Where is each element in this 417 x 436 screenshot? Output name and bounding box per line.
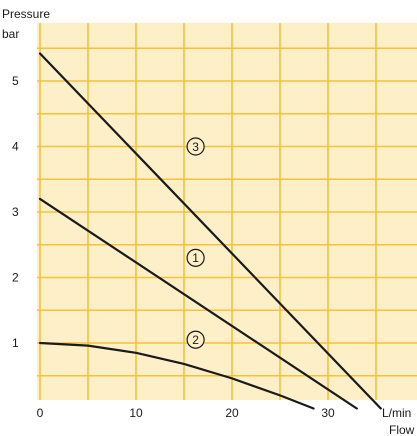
x-tick-label: 30 bbox=[321, 406, 335, 420]
grid bbox=[37, 23, 417, 400]
x-axis-unit-label: L/min bbox=[382, 406, 411, 420]
y-tick-label: 5 bbox=[12, 74, 19, 88]
series-line-2 bbox=[38, 341, 315, 410]
series-line-3 bbox=[38, 52, 382, 410]
y-tick-label: 4 bbox=[12, 140, 19, 154]
marker-circle bbox=[186, 137, 205, 156]
x-tick-label: 10 bbox=[129, 406, 143, 420]
y-tick-label: 3 bbox=[12, 205, 19, 219]
series-marker-3: 3 bbox=[186, 137, 205, 156]
y-axis-label-pressure: Pressure bbox=[2, 7, 50, 21]
series-marker-1: 1 bbox=[186, 248, 205, 267]
marker-label: 2 bbox=[192, 333, 199, 347]
series-marker-2: 2 bbox=[186, 330, 205, 349]
y-tick-label: 1 bbox=[12, 336, 19, 350]
y-axis-label-unit: bar bbox=[2, 27, 19, 41]
y-tick-labels: 1 2 3 4 5 bbox=[12, 74, 19, 350]
y-tick-label: 2 bbox=[12, 271, 19, 285]
series-line-1 bbox=[38, 197, 358, 410]
x-tick-label: 20 bbox=[225, 406, 239, 420]
series-markers: 3 1 2 bbox=[186, 137, 205, 349]
marker-circle bbox=[186, 330, 205, 349]
marker-circle bbox=[186, 248, 205, 267]
x-tick-labels: 0 10 20 30 bbox=[37, 406, 335, 420]
marker-label: 1 bbox=[192, 251, 199, 265]
x-axis-label-flow: Flow bbox=[389, 423, 415, 436]
series-lines bbox=[38, 52, 382, 410]
marker-label: 3 bbox=[192, 140, 199, 154]
x-tick-label: 0 bbox=[37, 406, 44, 420]
